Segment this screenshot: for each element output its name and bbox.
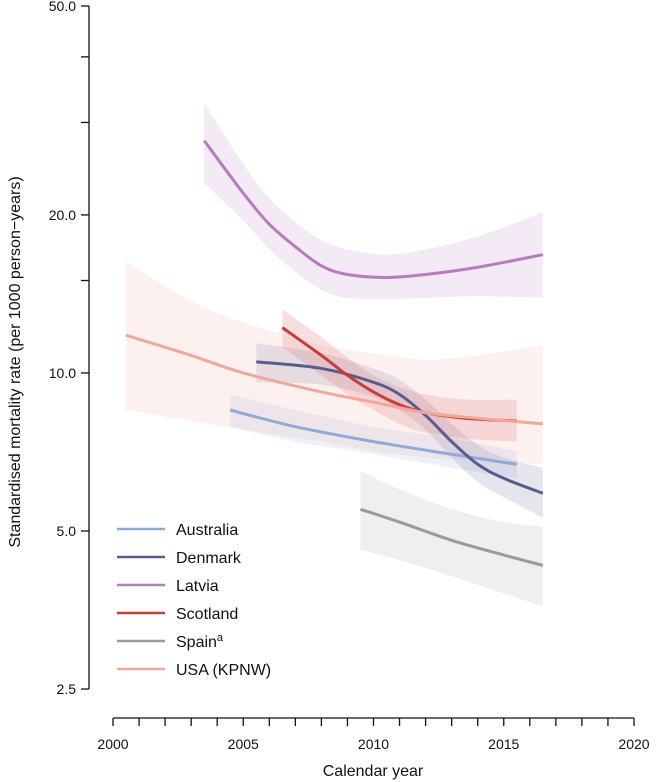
legend: Australia Denmark Latvia Scotland Spaina USA … [117, 522, 271, 679]
x-tick-label: 2015 [488, 736, 519, 752]
legend-label-scotland: Scotland [176, 606, 238, 623]
x-tick-label: 2000 [97, 736, 128, 752]
line-latvia [202, 139, 544, 279]
ci-band-australia [230, 394, 517, 479]
legend-label-denmark: Denmark [176, 550, 242, 567]
y-axis: 2.5 5.0 10.0 20.0 50.0 [49, 0, 90, 697]
y-tick-label: 5.0 [57, 523, 77, 539]
legend-label-latvia: Latvia [176, 578, 219, 595]
x-axis: 2000 2005 2010 2015 2020 [97, 717, 650, 752]
legend-label-australia: Australia [176, 522, 238, 539]
y-tick-label: 10.0 [49, 365, 76, 381]
y-tick-label: 2.5 [57, 681, 77, 697]
line-australia [229, 408, 518, 466]
x-tick-label: 2020 [618, 736, 649, 752]
line-spain [360, 507, 544, 567]
y-axis-label: Standardised mortality rate (per 1000 pe… [7, 176, 24, 547]
ci-band-denmark [256, 343, 543, 518]
series-lines [125, 139, 544, 567]
legend-label-spain: Spaina [176, 632, 224, 651]
legend-superscript: a [217, 632, 224, 644]
x-tick-label: 2010 [358, 736, 389, 752]
y-tick-label: 20.0 [49, 207, 76, 223]
x-axis-label: Calendar year [323, 763, 424, 780]
legend-label-usa-kpnw: USA (KPNW) [176, 662, 271, 679]
line-denmark [256, 360, 544, 495]
line-usa-kpnw [125, 333, 543, 426]
ci-band-latvia [204, 102, 543, 300]
ci-band-spain [360, 471, 543, 606]
y-tick-label: 50.0 [49, 0, 76, 14]
x-tick-label: 2005 [228, 736, 259, 752]
ci-band-scotland [282, 309, 517, 442]
